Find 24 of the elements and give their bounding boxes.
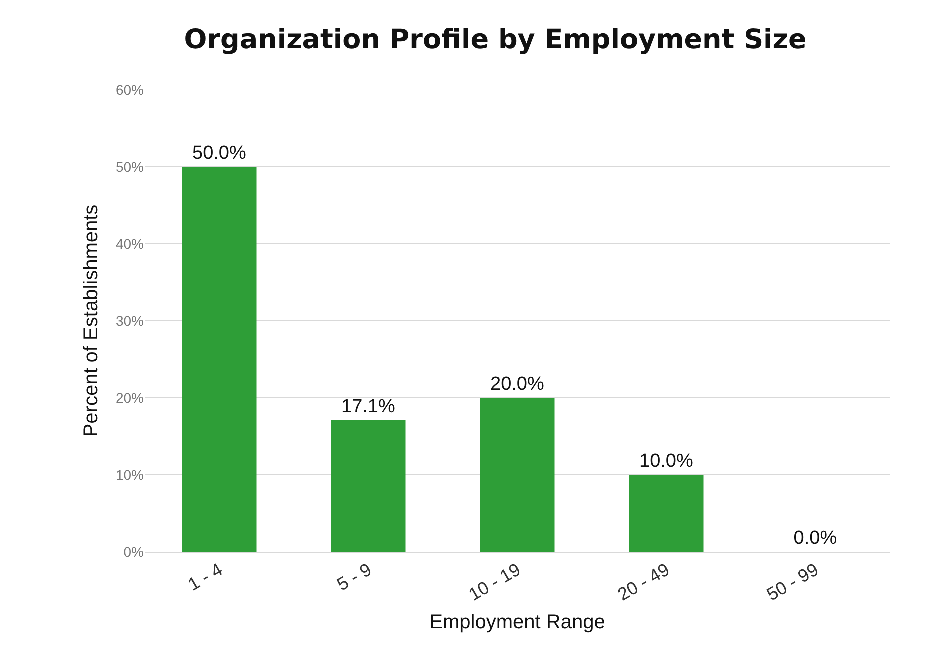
y-tick-label: 20% xyxy=(116,390,144,406)
x-tick-label: 5 - 9 xyxy=(334,560,375,595)
bar xyxy=(182,167,257,552)
data-label: 50.0% xyxy=(192,143,246,164)
y-tick-label: 0% xyxy=(124,544,144,560)
y-tick-label: 40% xyxy=(116,236,144,252)
data-label: 17.1% xyxy=(342,396,396,418)
x-tick-label: 1 - 4 xyxy=(184,560,226,595)
x-tick-label: 50 - 99 xyxy=(763,560,822,605)
y-tick-label: 50% xyxy=(116,158,144,175)
data-label: 10.0% xyxy=(640,451,694,472)
y-tick-label: 30% xyxy=(116,312,144,329)
y-tick-label: 60% xyxy=(116,82,144,98)
bar xyxy=(629,475,704,552)
y-tick-label: 10% xyxy=(116,466,144,483)
x-axis-title: Employment Range xyxy=(430,611,606,634)
y-axis-title: Percent of Establishments xyxy=(80,204,102,438)
bar xyxy=(480,398,555,552)
x-tick-label: 20 - 49 xyxy=(614,560,673,605)
data-label: 0.0% xyxy=(794,528,838,549)
bar xyxy=(331,420,406,552)
chart-title: Organization Profile by Employment Size xyxy=(184,24,807,56)
data-label: 20.0% xyxy=(490,374,544,395)
x-tick-label: 10 - 19 xyxy=(465,560,524,605)
